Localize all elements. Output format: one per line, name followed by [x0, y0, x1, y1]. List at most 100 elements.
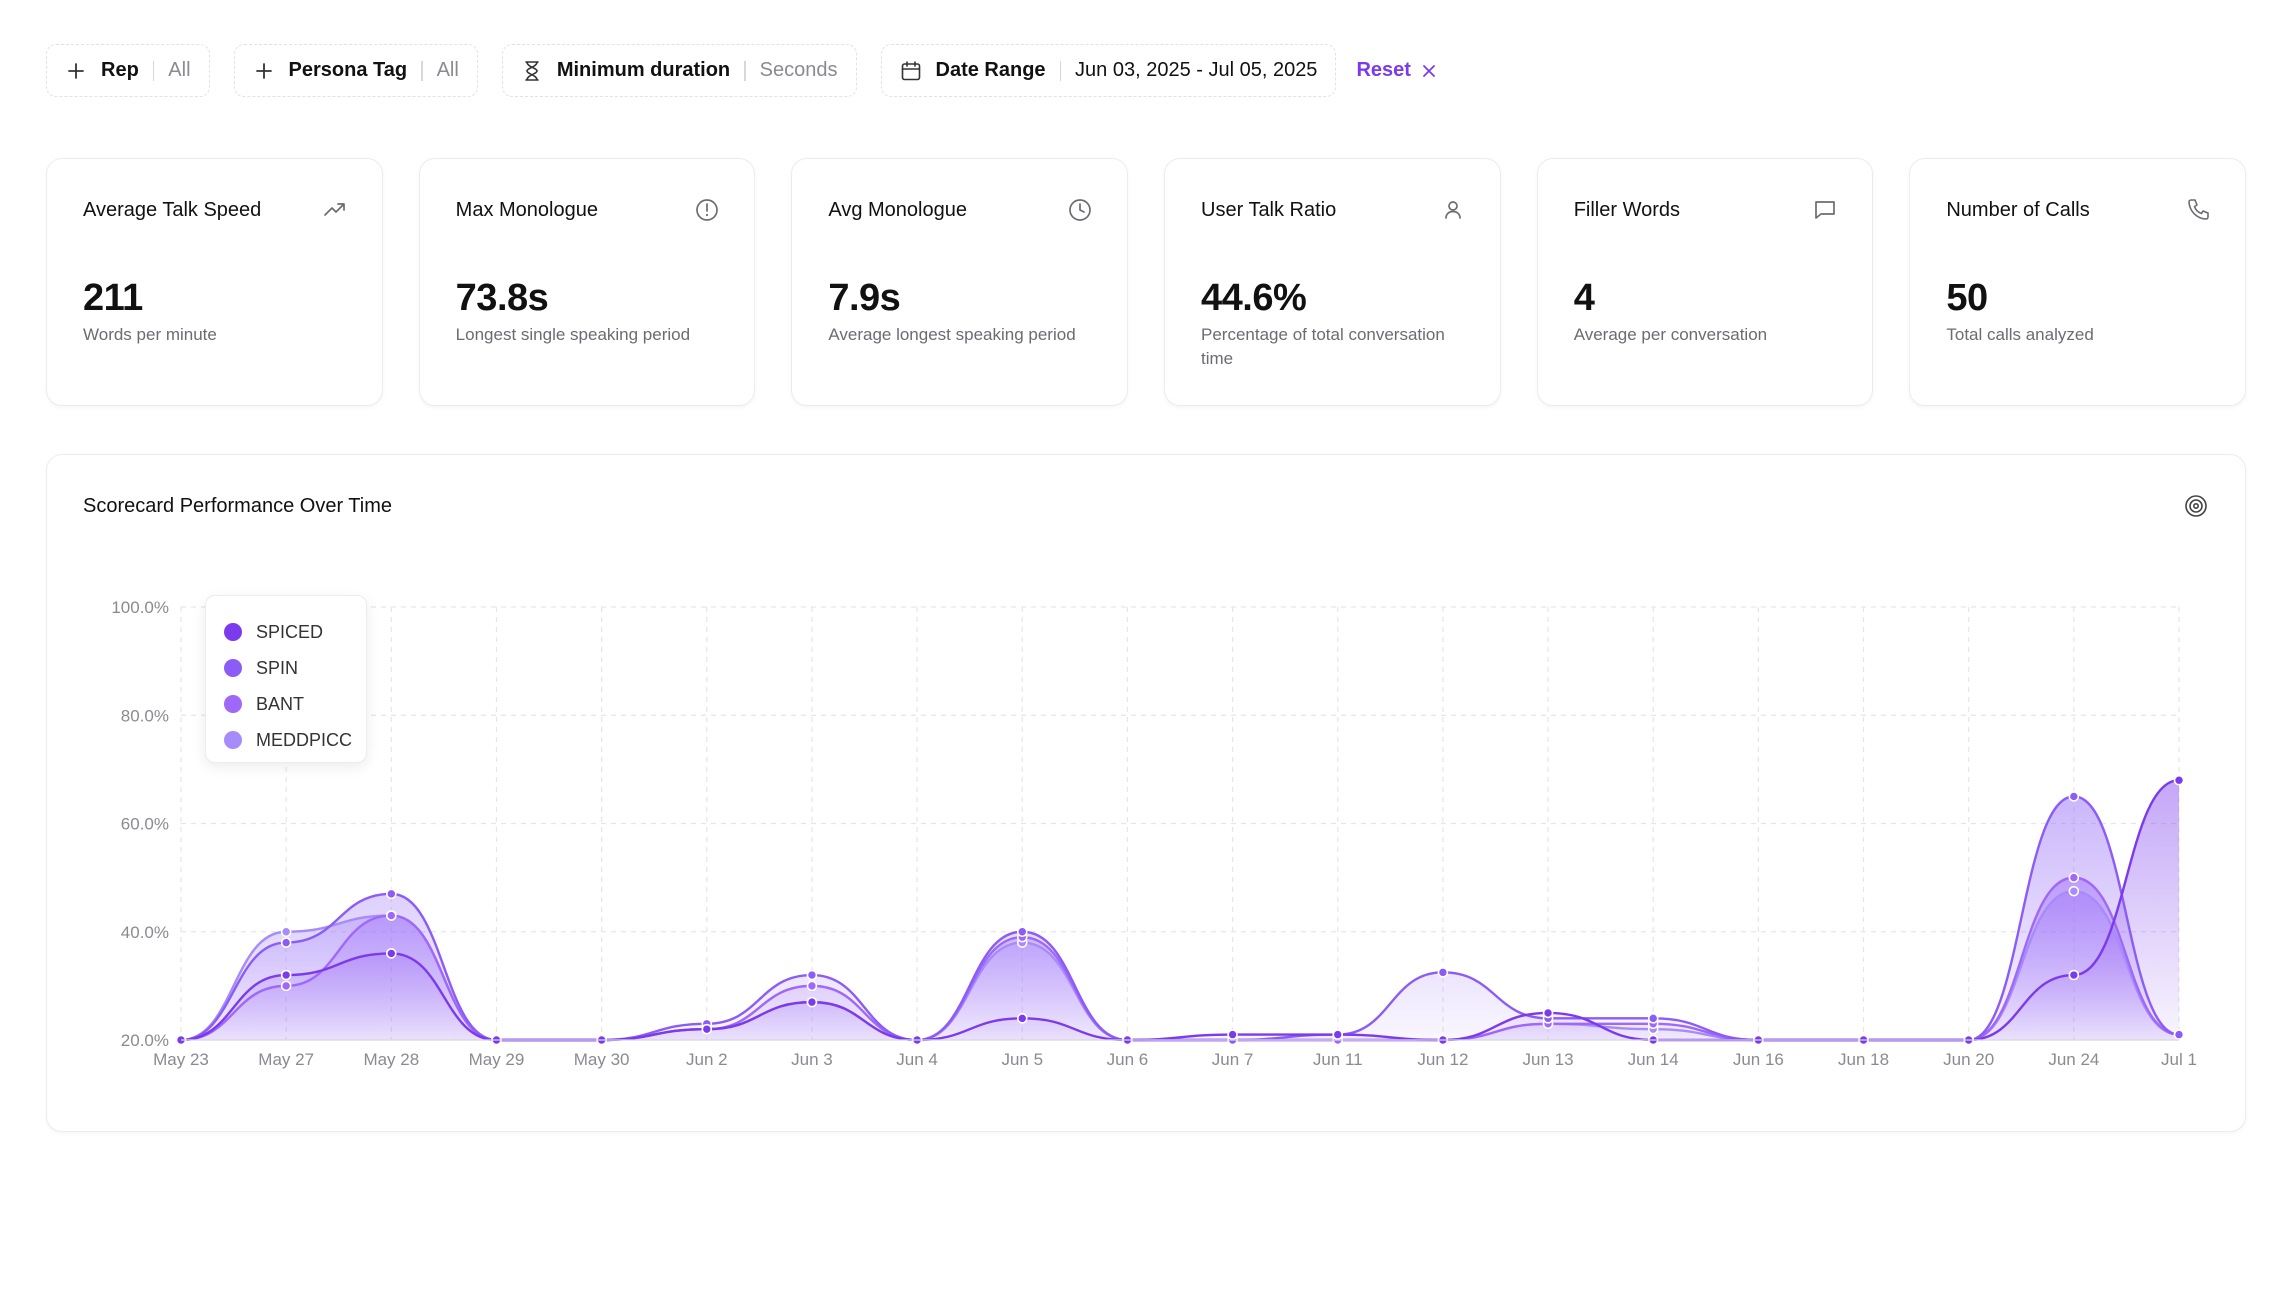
average-talk-speed-card: Average Talk Speed 211 Words per minute: [46, 158, 383, 406]
rep-filter[interactable]: Rep All: [46, 44, 210, 97]
legend-swatch: [224, 731, 242, 749]
chart-title: Scorecard Performance Over Time: [83, 495, 392, 517]
legend-swatch: [224, 695, 242, 713]
data-point-spin: [1647, 1013, 1659, 1024]
x-tick-label: Jun 2: [686, 1050, 728, 1069]
x-tick-label: Jun 4: [896, 1050, 938, 1069]
card-description: Words per minute: [83, 325, 217, 344]
legend-swatch: [224, 623, 242, 641]
reset-label: Reset: [1356, 59, 1411, 81]
legend-label: MEDDPICC: [256, 729, 353, 750]
card-value: 211: [83, 277, 143, 319]
data-point-bant: [806, 980, 818, 992]
data-point-spiced: [280, 969, 292, 981]
calendar-icon: [900, 60, 922, 82]
series-line-meddpicc: [180, 889, 2180, 1042]
data-point-meddpicc: [2068, 885, 2080, 897]
data-point-spin: [1016, 926, 1028, 938]
y-tick-label: 100.0%: [111, 598, 169, 617]
series-line-spin: [180, 795, 2180, 1042]
x-tick-label: Jun 18: [1838, 1050, 1889, 1069]
legend-label: SPICED: [256, 621, 324, 642]
card-description: Longest single speaking period: [455, 325, 691, 344]
x-tick-label: Jun 13: [1523, 1050, 1574, 1069]
x-tick-label: May 29: [469, 1050, 525, 1069]
data-point-spiced: [386, 948, 397, 959]
metric-cards: Average Talk Speed 211 Words per minute …: [46, 158, 2247, 406]
filter-bar: Rep All Persona Tag All Minimum duration…: [46, 44, 1437, 97]
card-value: 73.8s: [455, 277, 549, 319]
card-value: 44.6%: [1201, 277, 1307, 319]
data-point-spin: [280, 937, 292, 948]
card-value: 50: [1946, 277, 1988, 319]
data-point-spin: [1437, 967, 1449, 978]
data-point-spin: [2173, 1029, 2185, 1040]
series-line-bant: [180, 876, 2180, 1042]
legend-item-meddpicc: MEDDPICC: [224, 722, 366, 758]
x-tick-label: Jun 20: [1943, 1050, 1994, 1069]
card-description: Percentage of total conversation time: [1201, 325, 1445, 368]
x-tick-label: Jul 1: [2161, 1050, 2197, 1069]
card-value: 7.9s: [828, 277, 901, 319]
data-point-spiced: [1542, 1007, 1554, 1019]
minimum-duration-value: Seconds: [759, 59, 838, 81]
data-point-spin: [2068, 791, 2080, 802]
data-point-spiced: [701, 1023, 713, 1035]
card-description: Average longest speaking period: [828, 325, 1076, 344]
x-tick-label: Jun 6: [1107, 1050, 1149, 1069]
persona-tag-filter-value: All: [436, 59, 459, 81]
filler-words-card: Filler Words 4 Average per conversation: [1536, 158, 1874, 406]
legend-item-bant: BANT: [224, 686, 366, 722]
x-tick-label: Jun 11: [1313, 1050, 1363, 1069]
divider: [152, 60, 155, 81]
avg-monologue-card: Avg Monologue 7.9s Average longest speak…: [791, 158, 1129, 406]
series-area-spiced: [181, 780, 2179, 1040]
card-description: Total calls analyzed: [1946, 325, 2094, 344]
close-icon: [1421, 63, 1437, 79]
x-tick-label: Jun 3: [791, 1050, 833, 1069]
reset-button[interactable]: Reset: [1356, 59, 1436, 82]
target-icon[interactable]: [2183, 493, 2209, 519]
date-range-value: Jun 03, 2025 - Jul 05, 2025: [1075, 59, 1318, 81]
scorecard-chart-panel: Scorecard Performance Over Time 20.0% 40.…: [46, 454, 2246, 1132]
card-title: Max Monologue: [455, 199, 598, 221]
legend-label: SPIN: [256, 657, 299, 678]
persona-tag-filter[interactable]: Persona Tag All: [233, 44, 478, 97]
data-point-bant: [280, 980, 292, 992]
card-title: Average Talk Speed: [83, 199, 262, 221]
data-point-spiced: [1227, 1029, 1238, 1040]
legend-label: BANT: [256, 693, 305, 714]
user-icon: [1440, 197, 1466, 223]
x-tick-label: May 23: [153, 1050, 209, 1069]
alert-circle-icon: [694, 197, 720, 223]
series-line-spiced: [180, 779, 2180, 1042]
card-title: Avg Monologue: [828, 199, 967, 221]
minimum-duration-filter[interactable]: Minimum duration Seconds: [501, 44, 857, 97]
data-point-spiced: [806, 996, 818, 1008]
card-value: 4: [1573, 277, 1595, 319]
number-of-calls-card: Number of Calls 50 Total calls analyzed: [1909, 158, 2247, 406]
y-tick-label: 20.0%: [121, 1031, 169, 1050]
x-tick-label: May 30: [574, 1050, 630, 1069]
chart-legend: SPICED SPIN BANT MEDDPICC: [205, 595, 367, 763]
data-point-spin: [806, 969, 818, 981]
card-description: Average per conversation: [1573, 325, 1768, 344]
date-range-label: Date Range: [935, 59, 1046, 81]
x-tick-label: May 28: [363, 1050, 419, 1069]
date-range-filter[interactable]: Date Range Jun 03, 2025 - Jul 05, 2025: [880, 44, 1337, 97]
card-title: Number of Calls: [1946, 199, 2090, 221]
x-tick-label: Jun 16: [1733, 1050, 1784, 1069]
minimum-duration-label: Minimum duration: [556, 59, 731, 81]
y-tick-label: 80.0%: [121, 706, 169, 725]
data-point-bant: [2068, 872, 2080, 883]
trending-up-icon: [322, 197, 348, 223]
series-area-meddpicc: [181, 891, 2179, 1040]
data-point-spiced: [1332, 1029, 1344, 1040]
rep-filter-label: Rep: [101, 59, 139, 81]
max-monologue-card: Max Monologue 73.8s Longest single speak…: [418, 158, 756, 406]
legend-item-spiced: SPICED: [224, 614, 366, 650]
clock-icon: [1067, 197, 1093, 223]
x-tick-label: Jun 5: [1001, 1050, 1043, 1069]
x-tick-label: Jun 24: [2048, 1050, 2099, 1069]
data-point-spiced: [2173, 774, 2185, 786]
